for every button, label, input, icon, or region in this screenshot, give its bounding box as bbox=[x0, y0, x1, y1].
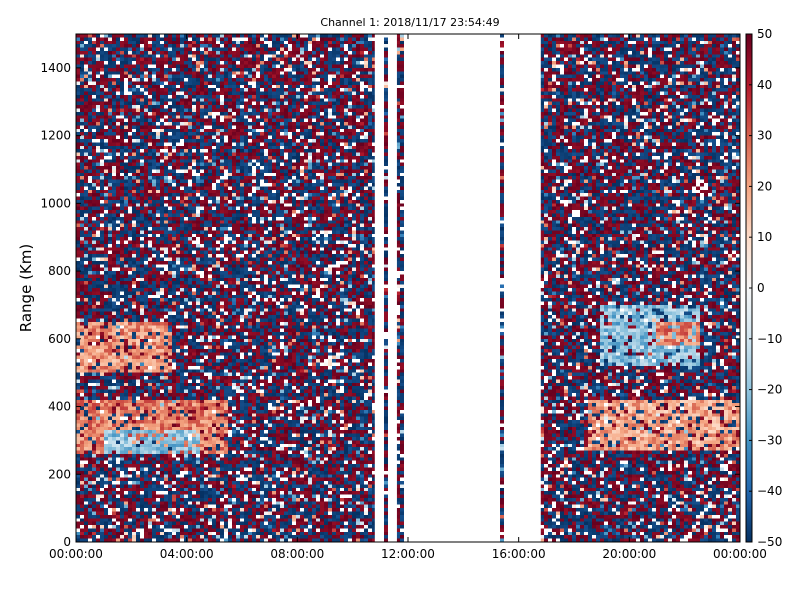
colorbar-tick-label: −40 bbox=[757, 484, 782, 498]
colorbar-tick-label: 50 bbox=[757, 27, 772, 41]
x-tick-label: 00:00:00 bbox=[713, 547, 767, 561]
y-tick-label: 1200 bbox=[40, 129, 71, 143]
x-tick-label: 04:00:00 bbox=[160, 547, 214, 561]
data-gap bbox=[405, 34, 500, 542]
y-tick-label: 800 bbox=[48, 264, 71, 278]
x-tick-label: 08:00:00 bbox=[270, 547, 324, 561]
y-tick-label: 0 bbox=[63, 535, 71, 549]
x-tick-label: 20:00:00 bbox=[602, 547, 656, 561]
chart-title: Channel 1: 2018/11/17 23:54:49 bbox=[320, 16, 499, 29]
colorbar-tick-label: 10 bbox=[757, 230, 772, 244]
x-axis: 00:00:00 04:00:00 08:00:00 12:00:00 16:00:00… bbox=[49, 34, 767, 561]
data-gap bbox=[504, 34, 541, 542]
colorbar-tick-label: 0 bbox=[757, 281, 765, 295]
y-axis: 0 200 400 600 800 1000 1200 1400 bbox=[40, 61, 740, 549]
colorbar-ticks: 50 40 30 20 10 0 −10 −20 −30 −40 −50 bbox=[749, 27, 782, 549]
y-tick-label: 600 bbox=[48, 332, 71, 346]
colorbar-tick-label: −50 bbox=[757, 535, 782, 549]
colorbar-tick-label: −30 bbox=[757, 433, 782, 447]
colorbar-tick-label: −20 bbox=[757, 383, 782, 397]
x-tick-label: 00:00:00 bbox=[49, 547, 103, 561]
heatmap-plot-area bbox=[76, 34, 740, 542]
y-tick-label: 1000 bbox=[40, 196, 71, 210]
y-tick-label: 200 bbox=[48, 467, 71, 481]
data-gap bbox=[388, 34, 397, 542]
colorbar-tick-label: 20 bbox=[757, 179, 772, 193]
data-gap bbox=[374, 34, 384, 542]
y-tick-label: 1400 bbox=[40, 61, 71, 75]
x-tick-label: 16:00:00 bbox=[492, 547, 546, 561]
colorbar-tick-label: 30 bbox=[757, 129, 772, 143]
colorbar-tick-label: −10 bbox=[757, 332, 782, 346]
y-axis-title: Range (Km) bbox=[17, 244, 35, 332]
x-tick-label: 12:00:00 bbox=[381, 547, 435, 561]
y-tick-label: 400 bbox=[48, 400, 71, 414]
colorbar-tick-label: 40 bbox=[757, 78, 772, 92]
